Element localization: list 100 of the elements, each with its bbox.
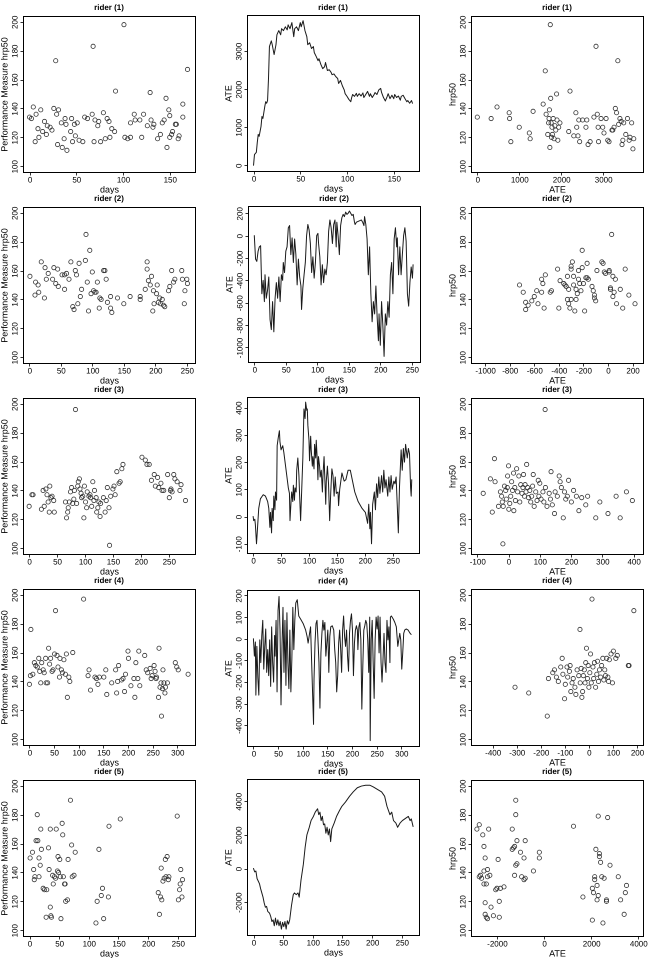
x-tick-label: 200 — [366, 938, 380, 948]
x-tick-label: 150 — [388, 174, 402, 184]
x-axis-title: ATE — [549, 566, 566, 576]
x-tick-label: -400 — [485, 748, 502, 758]
y-tick-label: 100 — [458, 350, 468, 364]
y-tick-label: 140 — [10, 674, 20, 689]
y-tick-label: 200 — [10, 15, 20, 29]
y-tick-label: 100 — [10, 924, 20, 938]
x-axis-title: days — [324, 758, 344, 768]
y-axis-title: hrp50 — [448, 656, 458, 680]
chart-title: rider (1) — [94, 3, 124, 12]
x-axis-title: ATE — [549, 376, 566, 386]
x-tick-label: 0 — [28, 366, 33, 376]
x-tick-label: 300 — [171, 748, 185, 758]
y-tick-label: 160 — [10, 72, 20, 87]
y-tick-label: 160 — [10, 454, 20, 469]
x-axis-title: days — [324, 374, 345, 384]
x-tick-label: 200 — [149, 366, 164, 376]
chart-title: rider (4) — [318, 576, 348, 586]
x-axis-title: ATE — [549, 758, 566, 768]
x-tick-label: 250 — [406, 366, 420, 374]
x-tick-label: 200 — [374, 366, 388, 374]
x-tick-label: 200 — [122, 748, 136, 758]
y-tick-label: 400 — [234, 400, 244, 415]
x-tick-label: 50 — [50, 748, 60, 758]
x-tick-label: 50 — [53, 558, 63, 566]
x-tick-label: 150 — [342, 366, 357, 374]
x-tick-label: 250 — [396, 938, 410, 948]
y-tick-label: 4000 — [234, 792, 244, 811]
chart-title: rider (3) — [94, 385, 124, 394]
y-tick-label: -300 — [234, 696, 244, 712]
x-tick-label: 0 — [476, 176, 481, 184]
chart-title: rider (1) — [542, 3, 572, 12]
x-axis-title: days — [100, 566, 120, 576]
y-tick-label: 0 — [234, 636, 244, 642]
chart-title: rider (2) — [94, 194, 124, 204]
x-tick-label: 100 — [306, 938, 321, 948]
x-tick-label: 0 — [28, 940, 33, 948]
y-tick-label: 200 — [458, 588, 468, 602]
x-tick-label: 50 — [274, 750, 284, 758]
y-tick-label: -600 — [236, 294, 244, 312]
x-tick-label: 50 — [282, 366, 292, 374]
y-tick-label: 140 — [10, 102, 20, 116]
chart-title: rider (5) — [94, 767, 124, 776]
y-tick-label: 100 — [234, 610, 244, 624]
line-series — [253, 20, 413, 166]
y-tick-label: 140 — [10, 484, 20, 498]
y-tick-label: 180 — [10, 808, 20, 822]
y-tick-label: 2000 — [234, 826, 244, 844]
y-tick-label: 100 — [458, 924, 468, 938]
x-tick-label: -600 — [526, 366, 544, 376]
x-tick-label: 100 — [116, 176, 131, 184]
x-tick-label: 0 — [252, 174, 257, 184]
y-axis-title: hrp50 — [448, 274, 458, 298]
x-tick-label: 100 — [340, 174, 355, 184]
y-axis-title: ATE — [224, 85, 234, 102]
y-tick-label: -100 — [234, 652, 244, 669]
x-axis-title: days — [100, 376, 120, 386]
chart-title: rider (3) — [318, 385, 348, 394]
y-tick-label: 100 — [10, 542, 20, 556]
y-tick-label: 160 — [458, 264, 468, 278]
x-tick-label: 150 — [164, 176, 178, 184]
y-tick-label: 140 — [458, 292, 468, 307]
y-tick-label: 140 — [458, 102, 468, 116]
x-axis-title: days — [100, 184, 120, 194]
x-tick-label: 150 — [330, 556, 345, 566]
x-tick-label: 4000 — [630, 940, 648, 948]
x-tick-label: 150 — [336, 938, 350, 948]
x-tick-label: 50 — [55, 940, 65, 948]
x-tick-label: 250 — [370, 750, 384, 758]
line-series — [254, 210, 414, 357]
y-tick-label: 200 — [234, 588, 244, 603]
y-tick-label: 200 — [458, 397, 468, 411]
x-tick-label: -100 — [557, 748, 574, 758]
y-tick-label: 100 — [458, 542, 468, 556]
x-axis-title: ATE — [549, 948, 566, 958]
chart-title: rider (4) — [94, 576, 124, 586]
y-tick-label: -100 — [234, 536, 244, 552]
y-tick-label: 120 — [10, 322, 20, 336]
y-tick-label: 3000 — [234, 42, 244, 61]
y-tick-label: 200 — [10, 779, 20, 793]
x-tick-label: 200 — [630, 748, 645, 758]
y-tick-label: -400 — [234, 717, 244, 734]
x-tick-label: 100 — [72, 748, 86, 758]
y-tick-label: 100 — [234, 482, 244, 496]
x-tick-label: 250 — [172, 940, 186, 948]
y-tick-label: 0 — [234, 514, 244, 520]
y-tick-label: 120 — [10, 130, 20, 145]
line-series — [252, 596, 412, 742]
x-tick-label: -300 — [509, 748, 526, 758]
x-tick-label: 300 — [596, 558, 610, 566]
y-tick-label: 200 — [236, 206, 244, 220]
x-tick-label: 0 — [587, 748, 592, 758]
x-tick-label: 250 — [162, 558, 176, 566]
x-tick-label: 1000 — [510, 176, 530, 184]
y-tick-label: 160 — [458, 454, 468, 469]
x-tick-label: 100 — [78, 558, 93, 566]
x-tick-label: 400 — [627, 558, 642, 566]
y-tick-label: 2000 — [234, 80, 244, 99]
x-tick-label: 100 — [311, 366, 326, 374]
